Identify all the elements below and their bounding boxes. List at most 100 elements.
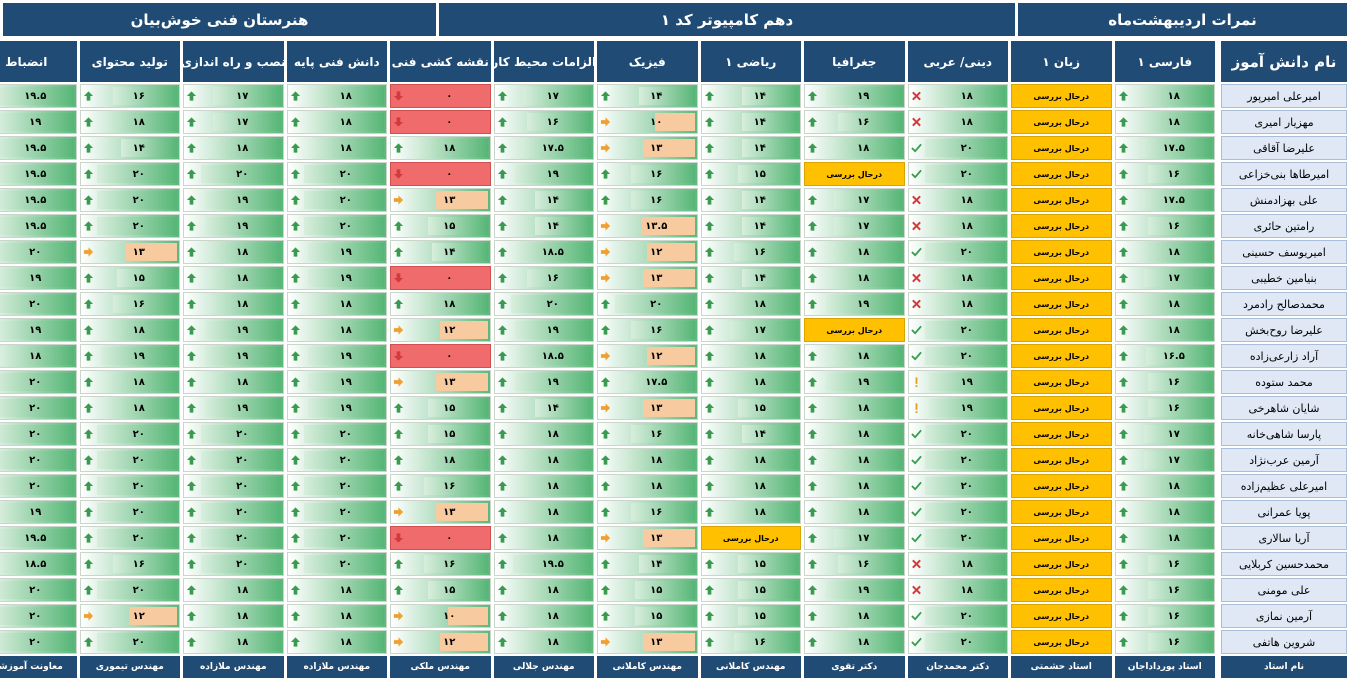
- grade-value: ۱۸: [753, 376, 766, 388]
- grade-value: ۲۰: [29, 298, 42, 310]
- arrow-up-icon: [1118, 637, 1128, 647]
- grade-cell: ۱۶: [1114, 162, 1215, 186]
- arrow-up-icon: [497, 247, 507, 257]
- grade-bar: [1148, 399, 1212, 417]
- arrow-up-icon: [807, 533, 818, 543]
- arrow-up-icon: [83, 273, 93, 283]
- arrow-up-icon: [290, 169, 300, 179]
- grade-value: ۱۸: [857, 350, 870, 362]
- grade-bar: [925, 165, 1005, 183]
- grade-cell: ۱۸: [907, 292, 1008, 316]
- grade-cell-pending: درحال بررسی: [1011, 344, 1112, 368]
- grade-bar: [0, 529, 74, 547]
- grade-cell: ۱۹: [493, 318, 594, 342]
- grade-cell: ۲۰: [79, 214, 180, 238]
- grade-cell: ۱۸: [286, 578, 387, 602]
- grade-bar: [304, 217, 384, 235]
- grade-value: ۱۸: [753, 480, 766, 492]
- grade-bar: [825, 373, 902, 391]
- grade-cell: ۱۸: [1114, 526, 1215, 550]
- grade-bar: [208, 139, 281, 157]
- grade-value: ۱۰: [650, 116, 663, 128]
- header-student-name: نام دانش آموز: [1221, 41, 1347, 82]
- grade-cell: ۲۰: [907, 344, 1008, 368]
- footer-teacher: استاد حشمتی: [1011, 656, 1112, 678]
- grade-bar: [622, 451, 695, 469]
- grade-value: ۱۹: [236, 324, 249, 336]
- grade-cell: ۱۸: [907, 552, 1008, 576]
- grade-bar: [829, 347, 902, 365]
- grade-value: ۱۹.۵: [24, 142, 47, 154]
- arrow-up-icon: [807, 637, 818, 647]
- grade-cell: ۱۳: [597, 396, 698, 420]
- arrow-right-icon: [600, 351, 611, 361]
- arrow-up-icon: [1118, 429, 1128, 439]
- arrow-up-icon: [186, 91, 197, 101]
- grade-cell: ۱۸: [804, 422, 905, 446]
- grade-cell: ۱۵: [390, 214, 491, 238]
- arrow-up-icon: [1118, 91, 1128, 101]
- grade-value: ۲۰: [29, 480, 42, 492]
- grade-cell-pending: درحال بررسی: [1011, 396, 1112, 420]
- grade-bar: [642, 269, 695, 287]
- grade-cell: ۱۹: [0, 318, 77, 342]
- arrow-up-icon: [807, 585, 818, 595]
- grade-bar: [1142, 191, 1212, 209]
- grade-value: ۱۸: [236, 142, 249, 154]
- grade-value: ۱۷: [753, 324, 766, 336]
- grade-cell: ۱۲: [597, 344, 698, 368]
- grade-value: ۱۶: [546, 272, 559, 284]
- grade-bar: [200, 555, 281, 573]
- grade-bar: [646, 243, 695, 261]
- grade-bar: [925, 529, 1005, 547]
- grade-bar: [0, 113, 74, 131]
- grade-cell: ۱۶: [804, 552, 905, 576]
- grade-bar: [933, 295, 1005, 313]
- grade-value: ۱۸.۵: [541, 350, 564, 362]
- header-subject: تولید محتوای: [79, 41, 180, 82]
- grade-value: ۱۵: [753, 610, 766, 622]
- grade-value: ۱۸: [546, 428, 559, 440]
- grade-cell: ۱۳: [597, 526, 698, 550]
- grade-value: ۱۹.۵: [24, 90, 47, 102]
- grade-value: ۱۶: [650, 168, 663, 180]
- grade-bar: [933, 269, 1005, 287]
- grade-bar: [304, 477, 384, 495]
- arrow-right-icon: [600, 143, 611, 153]
- grade-bar: [1148, 633, 1212, 651]
- grade-value: ۱۸: [546, 532, 559, 544]
- grade-bar: [517, 347, 591, 365]
- grade-cell: ۲۰: [183, 500, 284, 524]
- grade-cell-pending: درحال بررسی: [1011, 136, 1112, 160]
- grade-value: ۱۶: [1167, 220, 1180, 232]
- grade-bar: [837, 555, 902, 573]
- arrow-right-icon: [600, 533, 611, 543]
- grade-bar: [642, 139, 695, 157]
- grade-cell: ۲۰: [0, 292, 77, 316]
- grade-bar: [630, 425, 695, 443]
- grade-cell: ۱۸: [183, 578, 284, 602]
- grade-value: ۱۹: [236, 350, 249, 362]
- grade-value: درحال بررسی: [1033, 455, 1090, 465]
- grade-cell: ۱۶: [700, 240, 801, 264]
- cross-icon: [911, 91, 921, 101]
- grade-value: ۱۷.۵: [1162, 142, 1185, 154]
- student-name: آرمین نمازی: [1221, 604, 1347, 628]
- grade-bar: [0, 607, 74, 625]
- grade-bar: [97, 191, 177, 209]
- grade-bar: [1146, 347, 1212, 365]
- check-icon: [910, 169, 922, 179]
- arrow-up-icon: [290, 247, 300, 257]
- grade-bar: [933, 581, 1005, 599]
- grade-value: ۱۹: [857, 90, 870, 102]
- grade-bar: [519, 633, 591, 651]
- arrow-up-icon: [600, 299, 611, 309]
- footer-teacher: معاونت آموزشی: [0, 656, 77, 678]
- grade-cell: ۲۰: [907, 240, 1008, 264]
- cross-icon: [911, 221, 921, 231]
- grade-bar: [208, 243, 281, 261]
- grade-cell: ۱۸: [907, 188, 1008, 212]
- grade-cell: ۱۹: [286, 240, 387, 264]
- grade-bar: [933, 113, 1005, 131]
- grade-cell: ۱۸: [286, 110, 387, 134]
